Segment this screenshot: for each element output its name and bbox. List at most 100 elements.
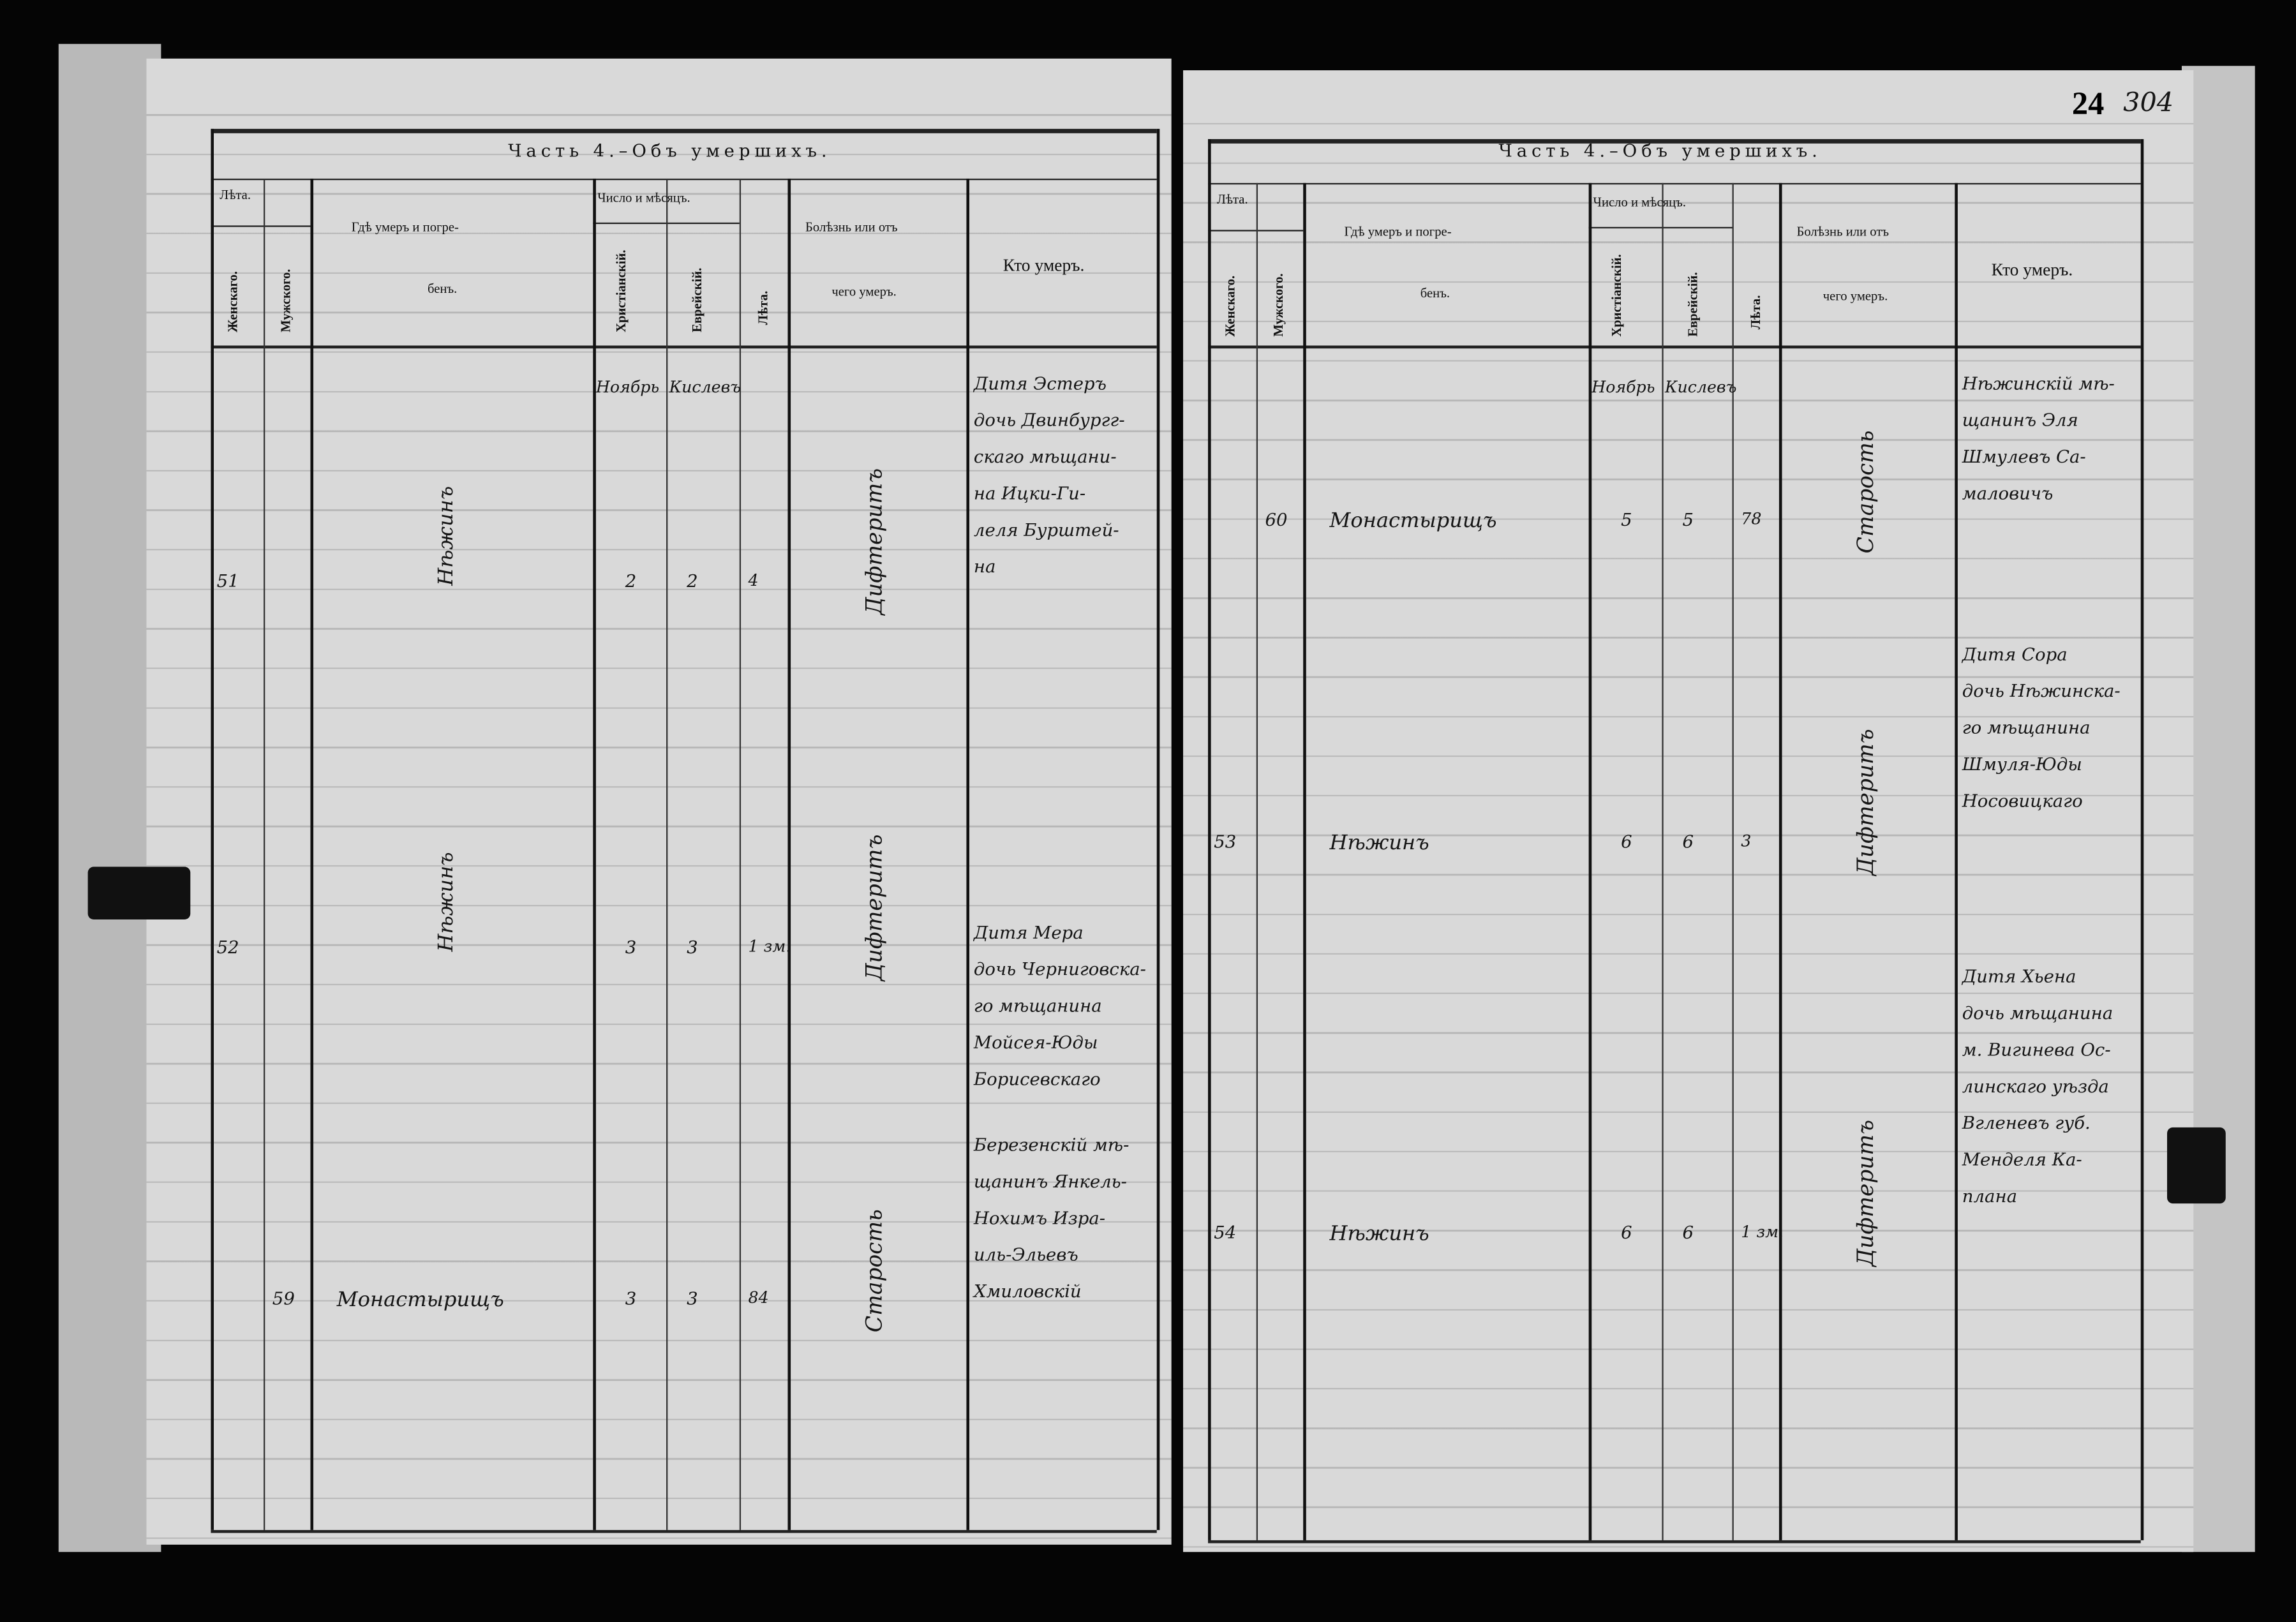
entry-place: Монастырищъ bbox=[336, 1288, 504, 1312]
column-rule bbox=[593, 178, 596, 1530]
column-rule bbox=[966, 178, 970, 1530]
entry-jewish-day: 2 bbox=[687, 570, 698, 592]
entry-deceased-line: скаго мѣщани- bbox=[973, 446, 1117, 467]
entry-female-number: 53 bbox=[1214, 831, 1237, 852]
entry-deceased-line: го мѣщанина bbox=[1962, 717, 2091, 738]
entry-christian-day: 6 bbox=[1621, 831, 1632, 852]
entry-deceased-line: на Ицки-Ги- bbox=[973, 483, 1086, 504]
entry-deceased-line: дочь мѣщанина bbox=[1962, 1002, 2113, 1023]
left-page bbox=[146, 58, 1172, 1545]
entry-disease: Дифтеритъ bbox=[861, 468, 888, 615]
column-rule bbox=[787, 178, 791, 1530]
entry-disease: Дифтеритъ bbox=[1852, 729, 1879, 876]
column-rule bbox=[2140, 138, 2144, 1540]
header-age: Лѣта. bbox=[1748, 295, 1763, 330]
entry-deceased-line: Борисевскаго bbox=[973, 1069, 1101, 1090]
entry-deceased-line: Менделя Ка- bbox=[1962, 1149, 2082, 1170]
table-top-rule bbox=[211, 128, 1157, 133]
header-jewish: Еврейскій. bbox=[689, 267, 704, 332]
entry-disease: Старость bbox=[1852, 430, 1879, 554]
entry-deceased-line: Березенскій мѣ- bbox=[973, 1135, 1129, 1156]
entry-deceased-line: го мѣщанина bbox=[973, 995, 1102, 1016]
entry-christian-day: 2 bbox=[625, 570, 637, 592]
header-jewish: Еврейскій. bbox=[1685, 272, 1701, 337]
column-rule bbox=[264, 178, 265, 1530]
entry-deceased-line: Дитя Мера bbox=[973, 922, 1084, 943]
month-christian: Ноябрь bbox=[1592, 378, 1655, 397]
entry-deceased-line: Дитя Эстеръ bbox=[973, 373, 1107, 394]
entry-christian-day: 3 bbox=[625, 1288, 637, 1309]
column-rule bbox=[211, 128, 214, 1530]
column-rule bbox=[1156, 128, 1160, 1530]
header-christian: Христіанскій. bbox=[613, 249, 629, 332]
column-rule bbox=[1662, 182, 1664, 1540]
entry-deceased-line: линскаго уѣзда bbox=[1962, 1076, 2109, 1097]
page-edges-left bbox=[58, 43, 161, 1552]
entry-deceased-line: иль-Эльевъ bbox=[973, 1244, 1078, 1265]
header-years: Лѣта. bbox=[220, 187, 251, 202]
entry-disease: Дифтеритъ bbox=[861, 834, 888, 981]
entry-place: Нѣжинъ bbox=[435, 486, 459, 586]
right-page bbox=[1183, 70, 2194, 1552]
entry-age: 84 bbox=[748, 1288, 769, 1308]
entry-deceased-line: на bbox=[973, 556, 996, 577]
entry-place: Нѣжинъ bbox=[1329, 1222, 1429, 1246]
entry-deceased-line: Хмиловскій bbox=[973, 1281, 1082, 1302]
header-male: Мужского. bbox=[278, 269, 293, 332]
entry-age: 78 bbox=[1741, 509, 1762, 529]
header-place: Гдѣ умеръ и погре- bbox=[351, 219, 459, 235]
header-who: Кто умеръ. bbox=[1991, 259, 2073, 280]
column-rule bbox=[310, 178, 314, 1530]
header-disease: Болѣзнь или отъ bbox=[1796, 224, 1890, 239]
entry-age: 4 bbox=[748, 570, 759, 590]
entry-deceased-line: м. Вигинева Ос- bbox=[1962, 1039, 2111, 1060]
header-who: Кто умеръ. bbox=[1003, 255, 1085, 276]
column-rule bbox=[1778, 182, 1782, 1540]
entry-female-number: 52 bbox=[216, 937, 239, 958]
years-subrule bbox=[211, 225, 311, 227]
entry-deceased-line: Нохимъ Изра- bbox=[973, 1208, 1106, 1229]
header-date: Число и мѣсяцъ. bbox=[1593, 195, 1687, 210]
entry-male-number: 60 bbox=[1265, 509, 1288, 530]
column-rule bbox=[1303, 182, 1306, 1540]
entry-jewish-day: 6 bbox=[1682, 1222, 1694, 1244]
header-rule bbox=[211, 178, 1157, 181]
entry-deceased-line: щанинъ Эля bbox=[1962, 410, 2078, 431]
table-bottom-rule bbox=[1208, 1540, 2141, 1544]
entry-jewish-day: 3 bbox=[687, 1288, 698, 1309]
entry-jewish-day: 3 bbox=[687, 937, 698, 958]
header-years: Лѣта. bbox=[1216, 191, 1248, 207]
entry-deceased-line: Дитя Сора bbox=[1962, 644, 2068, 665]
years-subrule bbox=[1208, 230, 1304, 232]
entry-disease: Дифтеритъ bbox=[1852, 1119, 1879, 1267]
entry-christian-day: 5 bbox=[1621, 509, 1632, 530]
entry-place: Нѣжинъ bbox=[1329, 831, 1429, 856]
header-rule bbox=[1208, 182, 2141, 185]
entry-place: Монастырищъ bbox=[1329, 509, 1497, 533]
header-male: Мужского. bbox=[1271, 273, 1286, 337]
entry-christian-day: 3 bbox=[625, 937, 637, 958]
entry-deceased-line: плана bbox=[1962, 1186, 2018, 1207]
column-rule bbox=[1732, 182, 1734, 1540]
entry-deceased-line: дочь Двинбургг- bbox=[973, 410, 1125, 431]
entry-deceased-line: щанинъ Янкель- bbox=[973, 1171, 1127, 1192]
entry-female-number: 51 bbox=[216, 570, 239, 592]
column-rule bbox=[1588, 182, 1592, 1540]
column-rule bbox=[739, 178, 742, 1530]
entry-deceased-line: маловичъ bbox=[1962, 483, 2054, 504]
header-place-cont: бенъ. bbox=[1420, 285, 1450, 301]
entry-jewish-day: 6 bbox=[1682, 831, 1694, 852]
header-bottom-rule bbox=[1208, 345, 2141, 349]
entry-christian-day: 6 bbox=[1621, 1222, 1632, 1244]
month-jewish: Кислевъ bbox=[669, 378, 742, 397]
book-clasp-left bbox=[87, 867, 191, 920]
header-date: Число и мѣсяцъ. bbox=[597, 190, 690, 205]
month-jewish: Кислевъ bbox=[1664, 378, 1737, 397]
date-subrule bbox=[1588, 227, 1733, 228]
entry-deceased-line: дочь Нѣжинска- bbox=[1962, 680, 2121, 702]
entry-jewish-day: 5 bbox=[1682, 509, 1694, 530]
column-rule bbox=[1955, 182, 1958, 1540]
book-clasp-right bbox=[2167, 1127, 2226, 1204]
header-place-cont: бенъ. bbox=[428, 281, 458, 296]
header-female: Женскаго. bbox=[1222, 275, 1237, 337]
